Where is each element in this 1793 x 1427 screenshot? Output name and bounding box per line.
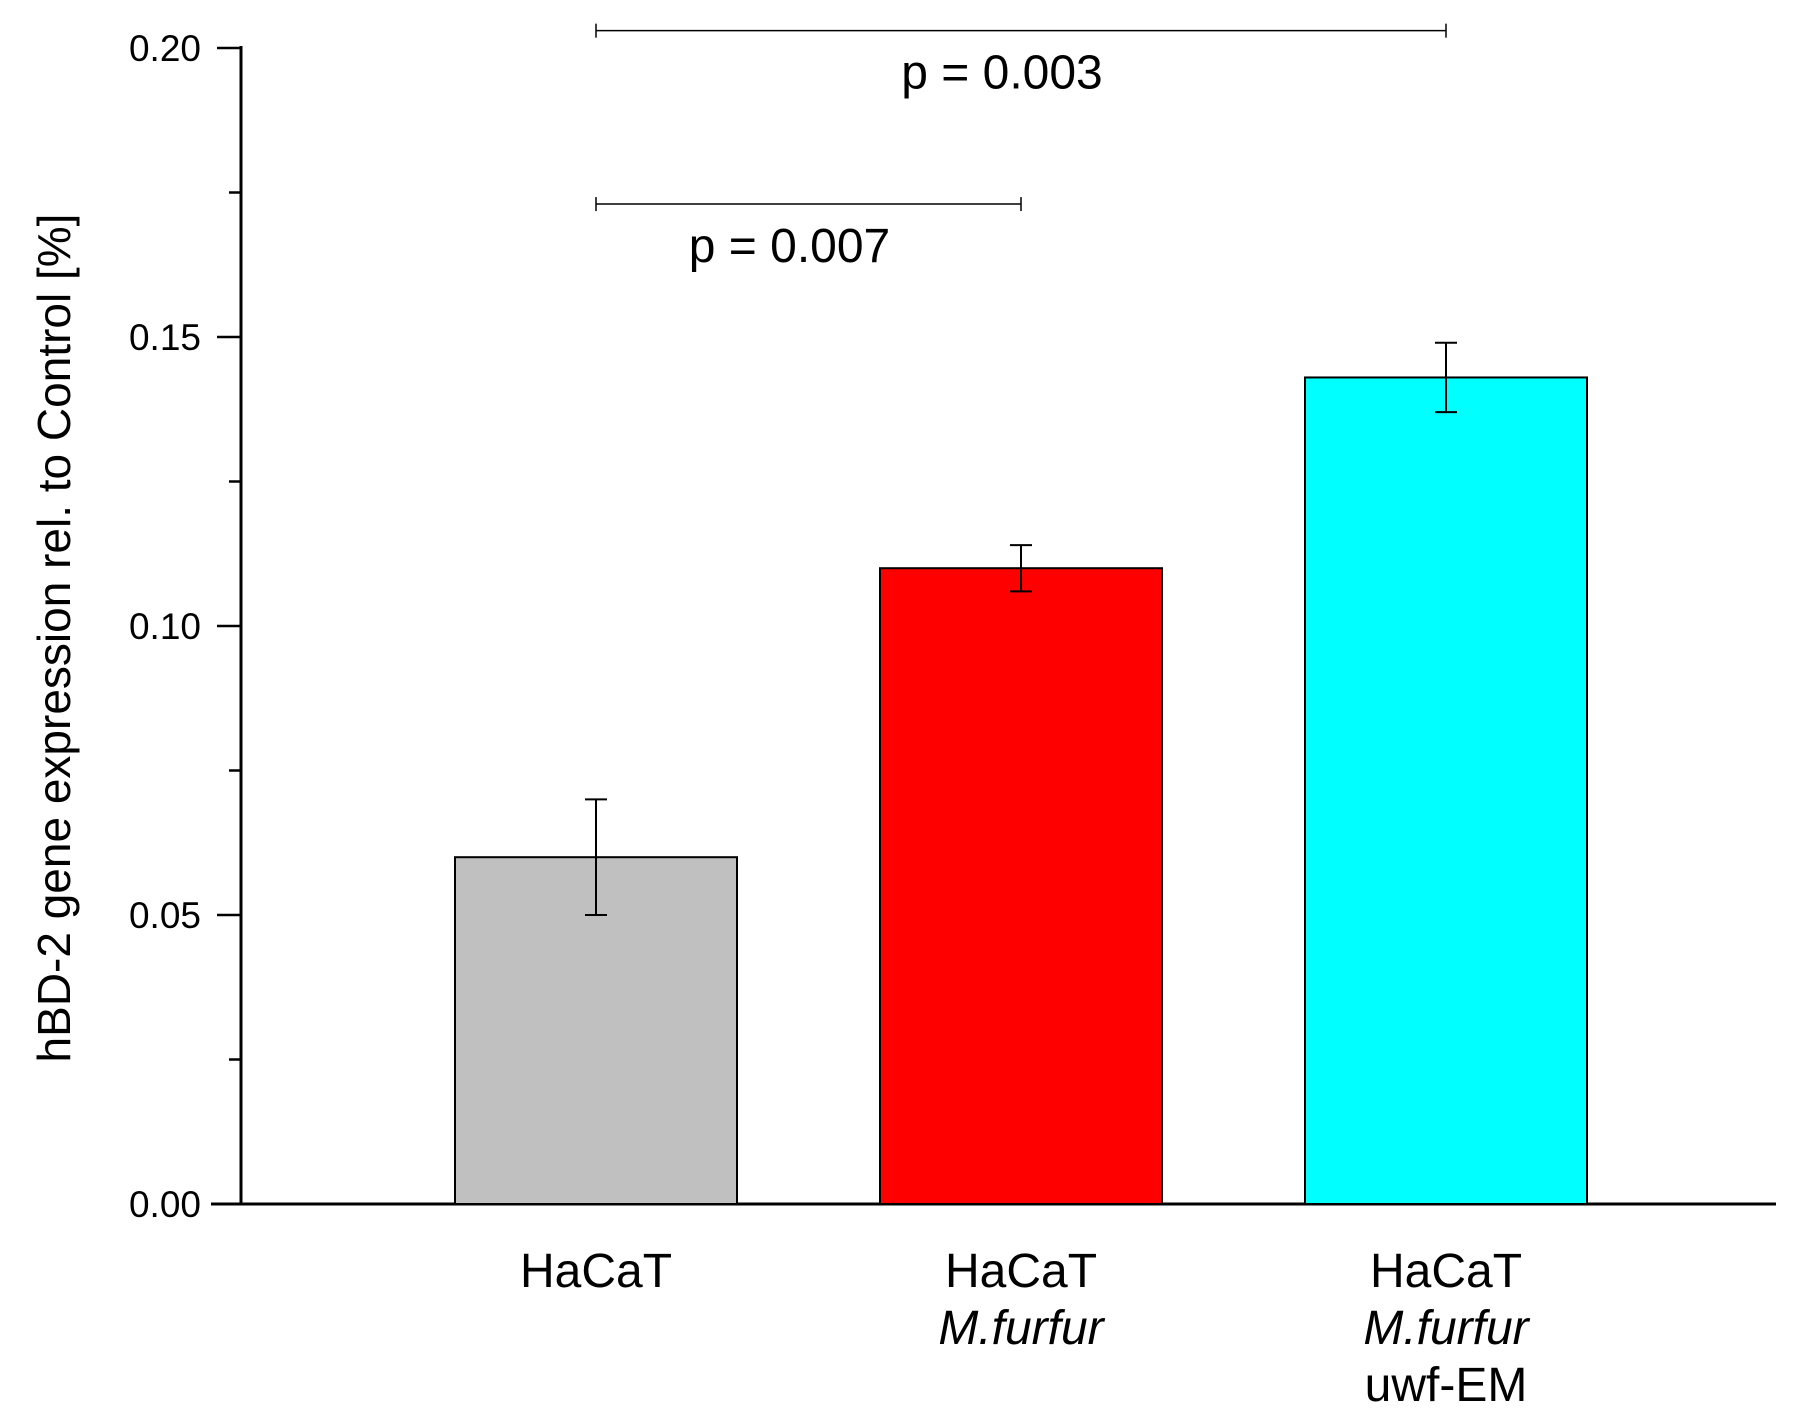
bars-group — [454, 376, 1588, 1205]
bar — [879, 567, 1163, 1205]
y-tick-label: 0.05 — [129, 895, 201, 936]
x-category-label: HaCaT — [520, 1245, 672, 1298]
bar — [1304, 376, 1588, 1205]
y-tick-label: 0.20 — [129, 28, 201, 69]
significance-group: p = 0.007 p = 0.003 — [595, 23, 1447, 273]
x-category-label: uwf-EM — [1365, 1359, 1528, 1412]
y-axis-title: hBD-2 gene expression rel. to Control [%… — [28, 214, 80, 1063]
x-category-label: M.furfur — [1363, 1302, 1530, 1355]
p-value-label: p = 0.003 — [901, 47, 1103, 100]
y-tick-label: 0.15 — [129, 317, 201, 358]
y-tick-label: 0.10 — [129, 606, 201, 647]
p-value-label: p = 0.007 — [689, 220, 891, 273]
y-tick-label: 0.00 — [129, 1184, 201, 1225]
axes-group: 0.00 0.05 0.10 0.15 0.20 hBD-2 gene expressio… — [28, 28, 1776, 1225]
x-category-label: HaCaT — [1370, 1245, 1522, 1298]
x-category-label: M.furfur — [938, 1302, 1105, 1355]
error-bars-group — [585, 341, 1457, 916]
x-category-label: HaCaT — [945, 1245, 1097, 1298]
